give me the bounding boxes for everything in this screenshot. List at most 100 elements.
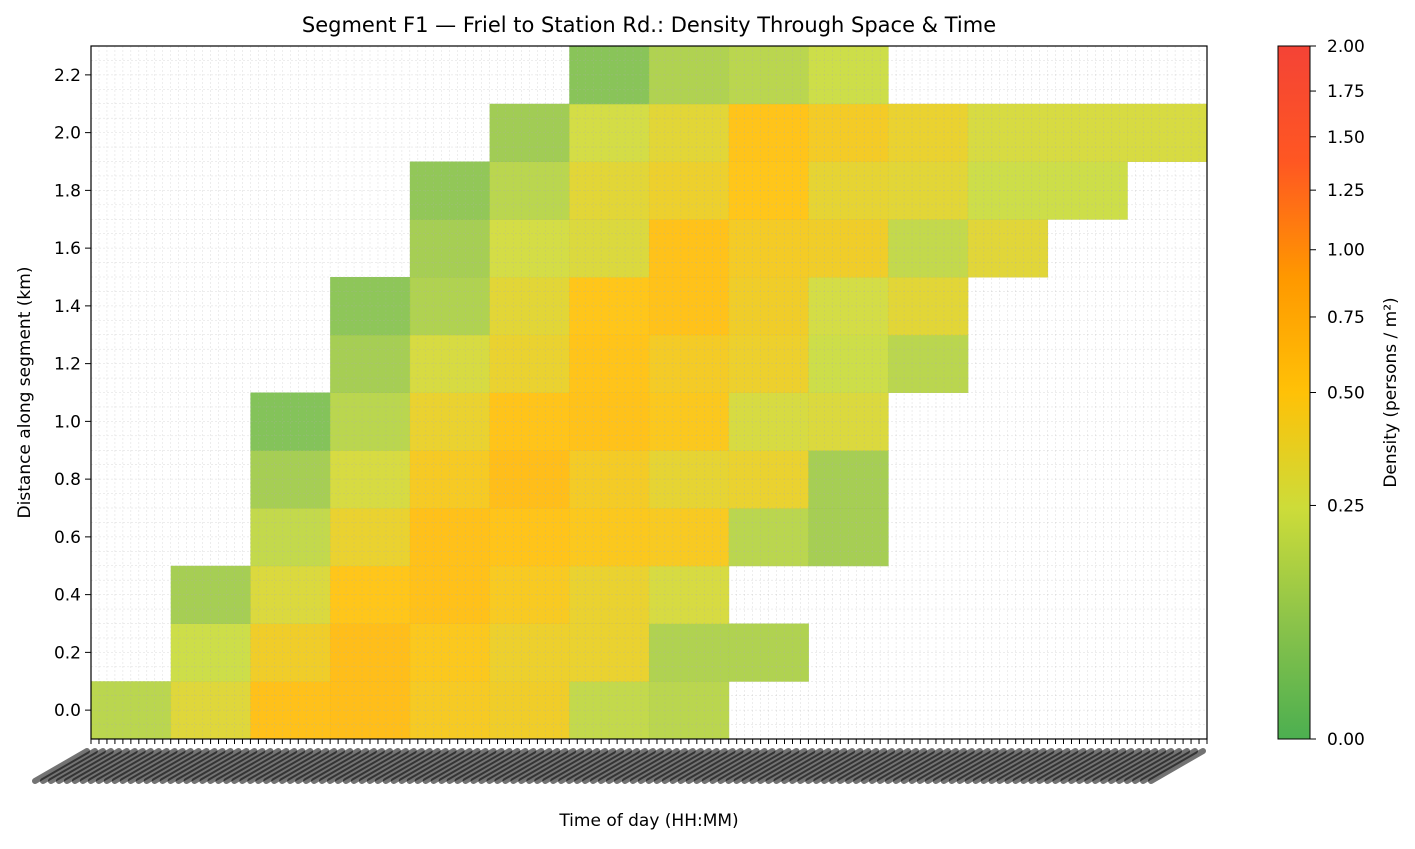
heatmap-cell [728, 450, 809, 509]
heatmap-cell [728, 46, 809, 105]
colorbar-gradient [1277, 45, 1311, 740]
heatmap-cell [808, 392, 889, 451]
y-tick-label: 0.2 [54, 643, 81, 663]
x-tick-label-smear [932, 748, 991, 784]
x-tick-label-smear [1060, 748, 1119, 784]
x-tick-label-smear [1068, 748, 1127, 784]
heatmap-cell [649, 392, 730, 451]
x-tick-label-smear [430, 748, 489, 784]
x-tick-label-smear [159, 748, 218, 784]
x-tick-label-smear [653, 748, 712, 784]
x-tick-label-smear [876, 748, 935, 784]
x-tick-label-smear [884, 748, 943, 784]
x-tick-label-smear [510, 748, 569, 784]
x-axis [32, 739, 1208, 784]
x-tick-label-smear [438, 748, 497, 784]
heatmap-cell [888, 334, 969, 393]
x-tick-label-smear [996, 748, 1055, 784]
heatmap-cell [728, 219, 809, 278]
x-tick-label-smear [79, 748, 138, 784]
y-axis-label: Distance along segment (km) [15, 267, 35, 519]
heatmap-cell [250, 508, 331, 567]
heatmap-cell [330, 565, 411, 624]
x-tick-label-smear [422, 748, 481, 784]
heatmap-cell [1047, 103, 1128, 162]
heatmap-cell [1047, 161, 1128, 220]
x-tick-label-smear [390, 748, 449, 784]
x-tick-label-smear [119, 748, 178, 784]
x-tick-label-smear [558, 748, 617, 784]
x-tick-label-smear [151, 748, 210, 784]
heatmap-cell [569, 565, 650, 624]
colorbar-tick-label: 0.25 [1327, 496, 1365, 516]
x-tick-label-smear [972, 748, 1031, 784]
x-tick-label-smear [95, 748, 154, 784]
x-tick-label-smear [980, 748, 1039, 784]
heatmap-cell [888, 161, 969, 220]
heatmap-cell [330, 508, 411, 567]
x-tick-label-smear [55, 748, 114, 784]
x-tick-label-smear [845, 748, 904, 784]
x-tick-label-smear [1084, 748, 1143, 784]
x-tick-label-smear [318, 748, 377, 784]
heatmap-cell [489, 219, 570, 278]
heatmap-cell [91, 681, 172, 740]
x-tick-label-smear [677, 748, 736, 784]
x-tick-label-smear [127, 748, 186, 784]
heatmap-cell [569, 161, 650, 220]
heatmap-cell [170, 565, 251, 624]
x-tick-label-smear [1076, 748, 1135, 784]
x-tick-label-smear [167, 748, 226, 784]
heatmap-cell [967, 161, 1049, 220]
heatmap-cell [409, 219, 491, 278]
x-tick-label-smear [590, 748, 648, 784]
heatmap-cell [808, 103, 889, 162]
y-tick-label: 0.4 [54, 586, 81, 606]
grid-lines [90, 45, 1208, 740]
x-tick-label-smear [613, 748, 672, 784]
x-tick-label-smear [231, 748, 290, 784]
x-tick-label-smear [566, 748, 625, 784]
heatmap-cell [808, 334, 889, 393]
x-tick-label-smear [892, 748, 951, 784]
x-tick-label-smear [789, 748, 848, 784]
heatmap-cell [330, 623, 411, 682]
colorbar-tick-label: 1.75 [1327, 82, 1365, 102]
x-tick-label-smear [518, 748, 577, 784]
x-tick-label-smear [71, 748, 130, 784]
heatmap-cell [489, 103, 570, 162]
heatmap-cell [649, 219, 730, 278]
heatmap-cell [569, 334, 650, 393]
heatmap-cell [330, 681, 411, 740]
x-tick-label-smear [446, 748, 505, 784]
heatmap-cell [409, 277, 491, 336]
heatmap-cell [888, 219, 969, 278]
colorbar-tick-label: 0.50 [1327, 384, 1365, 404]
heatmap-cell [489, 508, 570, 567]
heatmap-cell [649, 681, 730, 740]
colorbar-tick-label: 1.00 [1327, 241, 1365, 261]
heatmap-cell [569, 508, 650, 567]
x-tick-label-smear [1028, 748, 1087, 784]
x-tick-labels-overlapping [32, 748, 1206, 784]
colorbar-tick-label: 1.50 [1327, 128, 1365, 148]
x-tick-label-smear [342, 748, 401, 784]
x-tick-label-smear [853, 748, 912, 784]
heatmap-cell [967, 103, 1049, 162]
chart-title: Segment F1 — Friel to Station Rd.: Densi… [302, 13, 996, 37]
x-tick-label-smear [358, 748, 417, 784]
x-axis-label: Time of day (HH:MM) [558, 811, 738, 831]
colorbar-tick-label: 1.25 [1327, 181, 1365, 201]
x-tick-label-smear [334, 748, 393, 784]
x-tick-label-smear [1116, 748, 1175, 784]
x-tick-label-smear [135, 748, 194, 784]
x-tick-label-smear [542, 748, 601, 784]
x-tick-label-smear [366, 748, 425, 784]
y-tick-label: 1.2 [54, 355, 81, 375]
x-tick-label-smear [199, 748, 258, 784]
y-tick-label: 2.2 [54, 66, 81, 86]
heatmap-cell [569, 277, 650, 336]
y-tick-label: 0.8 [54, 470, 81, 490]
heatmap-cell [649, 450, 730, 509]
